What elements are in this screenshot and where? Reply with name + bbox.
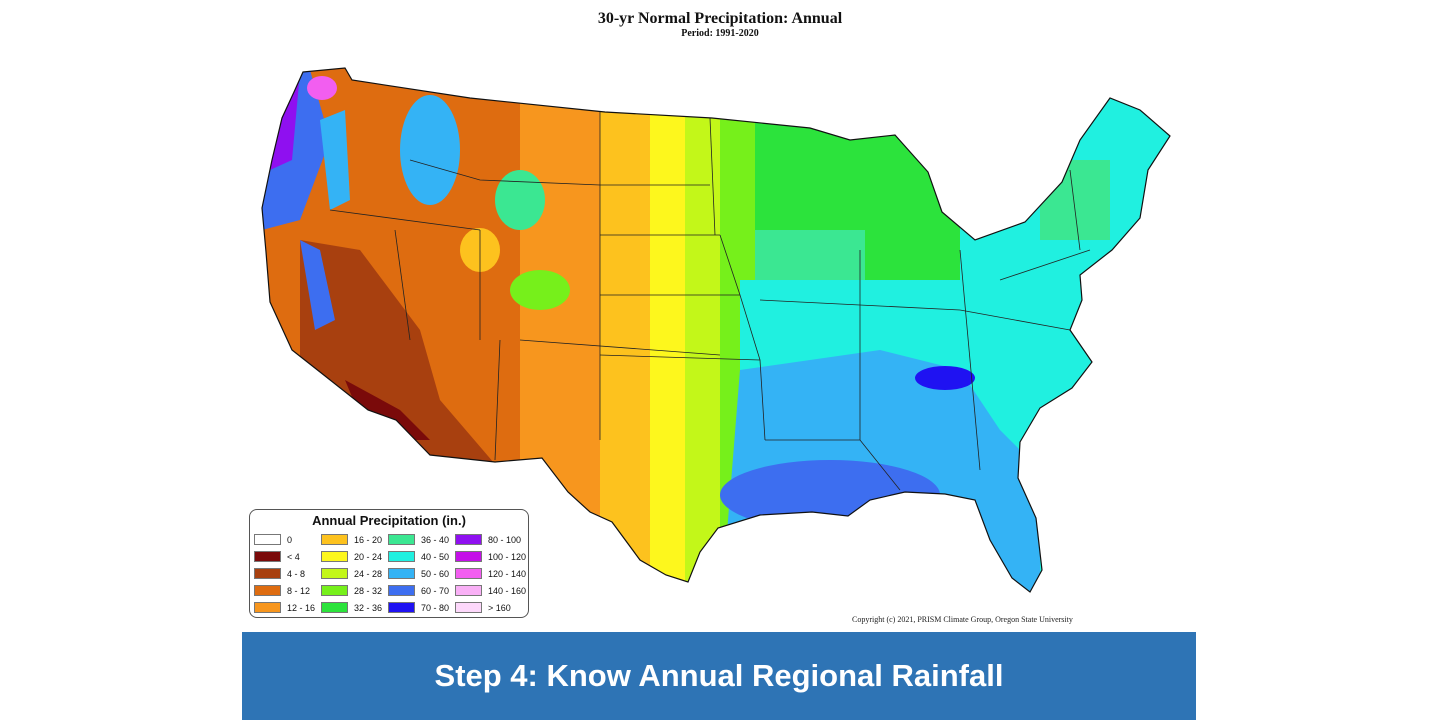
legend-label: 140 - 160	[488, 586, 527, 596]
legend-swatch	[455, 534, 482, 545]
legend-label: 70 - 80	[421, 603, 450, 613]
legend-item: 0	[254, 533, 344, 547]
legend-item: 70 - 80	[388, 601, 478, 615]
legend-item: 60 - 70	[388, 584, 478, 598]
legend-item: 28 - 32	[321, 584, 411, 598]
legend-swatch	[321, 602, 348, 613]
legend-item: 16 - 20	[321, 533, 411, 547]
legend-swatch	[388, 568, 415, 579]
legend-item: 20 - 24	[321, 550, 411, 564]
legend-item: 12 - 16	[254, 601, 344, 615]
legend-item: 24 - 28	[321, 567, 411, 581]
legend-item: > 160	[455, 601, 545, 615]
precipitation-map	[261, 67, 1171, 593]
legend-item: 80 - 100	[455, 533, 545, 547]
legend-label: 12 - 16	[287, 603, 316, 613]
map-subtitle: Period: 1991-2020	[681, 28, 759, 39]
legend-swatch	[388, 534, 415, 545]
legend-label: 50 - 60	[421, 569, 450, 579]
legend-label: 8 - 12	[287, 586, 311, 596]
legend-label: 24 - 28	[354, 569, 383, 579]
legend-label: 120 - 140	[488, 569, 527, 579]
legend-swatch	[388, 585, 415, 596]
legend-label: 32 - 36	[354, 603, 383, 613]
legend-swatch	[254, 602, 281, 613]
legend-label: 100 - 120	[488, 552, 527, 562]
legend-item: < 4	[254, 550, 344, 564]
legend-swatch	[254, 534, 281, 545]
legend-item: 140 - 160	[455, 584, 545, 598]
legend-label: < 4	[287, 552, 300, 562]
banner-title: Step 4: Know Annual Regional Rainfall	[434, 658, 1004, 693]
legend-label: 80 - 100	[488, 535, 522, 545]
legend-swatch	[321, 585, 348, 596]
legend-swatch	[455, 602, 482, 613]
legend-label: 16 - 20	[354, 535, 383, 545]
legend-item: 4 - 8	[254, 567, 344, 581]
map-title: 30-yr Normal Precipitation: Annual	[597, 10, 843, 27]
legend-swatch	[321, 568, 348, 579]
legend-item: 50 - 60	[388, 567, 478, 581]
legend-label: 20 - 24	[354, 552, 383, 562]
precipitation-legend: Annual Precipitation (in.) 0 < 4 4 - 8 8 - …	[249, 509, 529, 618]
step-banner: Step 4: Know Annual Regional Rainfall	[242, 632, 1196, 720]
legend-item: 8 - 12	[254, 584, 344, 598]
legend-label: 28 - 32	[354, 586, 383, 596]
legend-label: 4 - 8	[287, 569, 306, 579]
legend-item: 100 - 120	[455, 550, 545, 564]
legend-swatch	[388, 602, 415, 613]
legend-swatch	[254, 568, 281, 579]
legend-swatch	[254, 585, 281, 596]
legend-swatch	[388, 551, 415, 562]
state-borders	[329, 112, 1091, 491]
legend-items: 0 < 4 4 - 8 8 - 12 12 - 16 16 - 20 20 - 24 24 -…	[254, 533, 526, 617]
copyright-text: Copyright (c) 2021, PRISM Climate Group,…	[852, 615, 1073, 624]
legend-swatch	[455, 585, 482, 596]
legend-item: 32 - 36	[321, 601, 411, 615]
legend-swatch	[254, 551, 281, 562]
legend-label: 40 - 50	[421, 552, 450, 562]
legend-label: 0	[287, 535, 293, 545]
legend-swatch	[321, 534, 348, 545]
legend-swatch	[455, 568, 482, 579]
legend-item: 120 - 140	[455, 567, 545, 581]
legend-item: 36 - 40	[388, 533, 478, 547]
legend-title: Annual Precipitation (in.)	[312, 513, 466, 528]
legend-swatch	[321, 551, 348, 562]
legend-label: > 160	[488, 603, 511, 613]
legend-label: 36 - 40	[421, 535, 450, 545]
legend-swatch	[455, 551, 482, 562]
legend-label: 60 - 70	[421, 586, 450, 596]
legend-item: 40 - 50	[388, 550, 478, 564]
